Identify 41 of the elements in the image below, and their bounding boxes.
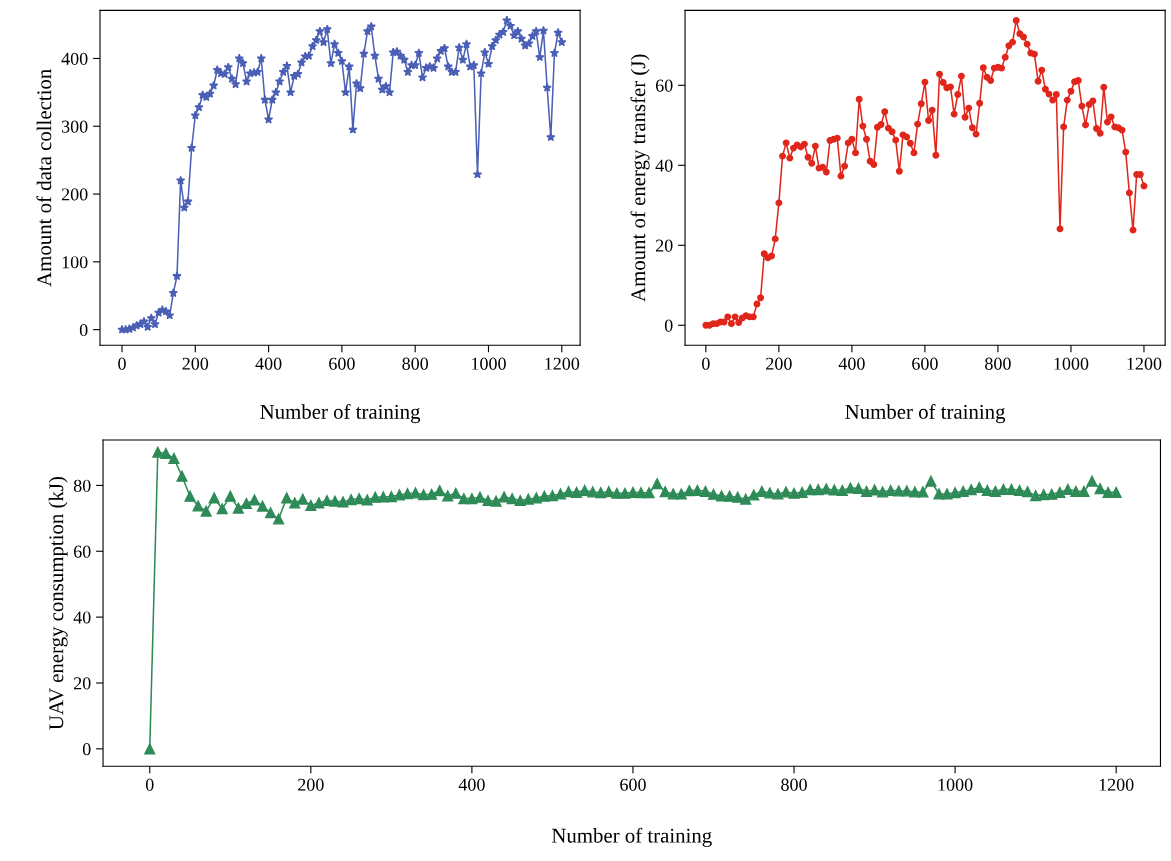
y-tick-label: 20 <box>73 677 91 690</box>
y-tick-label: 20 <box>655 239 673 252</box>
x-tick-label: 200 <box>182 357 209 370</box>
x-tick-label: 600 <box>912 357 938 370</box>
y-tick-label: 200 <box>61 188 88 201</box>
y-axis-title: UAV energy consumption (kJ) <box>48 477 68 730</box>
y-tick-label: 80 <box>73 479 91 492</box>
x-tick-label: 400 <box>458 778 485 791</box>
x-axis-title: Number of training <box>845 404 1006 424</box>
x-tick-label: 1200 <box>545 357 580 370</box>
x-tick-label: 400 <box>838 357 865 370</box>
x-tick-label: 200 <box>298 778 324 791</box>
y-tick-label: 300 <box>61 120 88 133</box>
x-tick-label: 800 <box>985 357 1011 370</box>
x-tick-label: 0 <box>118 357 126 370</box>
y-tick-label: 0 <box>664 319 673 332</box>
y-tick-label: 60 <box>73 545 91 558</box>
x-tick-label: 0 <box>702 357 710 370</box>
x-axis-title: Number of training <box>260 404 421 424</box>
x-tick-label: 1200 <box>1099 778 1134 791</box>
y-tick-label: 40 <box>655 159 673 172</box>
x-tick-label: 800 <box>402 357 429 370</box>
y-tick-label: 100 <box>62 256 88 269</box>
x-tick-label: 600 <box>329 357 355 370</box>
y-tick-label: 60 <box>655 79 673 92</box>
x-tick-label: 1000 <box>938 778 973 791</box>
y-tick-label: 0 <box>82 743 91 756</box>
x-tick-label: 600 <box>620 778 646 791</box>
x-tick-label: 1000 <box>1054 357 1089 370</box>
x-tick-label: 800 <box>781 778 807 791</box>
x-tick-label: 1200 <box>1127 357 1162 370</box>
x-tick-label: 200 <box>766 357 792 370</box>
y-axis-title: Amount of data collection <box>36 69 52 287</box>
y-tick-label: 400 <box>61 52 88 65</box>
x-axis-title: Number of training <box>551 827 712 847</box>
x-tick-label: 1000 <box>472 357 506 370</box>
y-tick-label: 0 <box>79 323 88 337</box>
y-axis-title: Amount of energy transfer (J) <box>630 54 650 302</box>
x-tick-label: 0 <box>145 778 154 791</box>
x-tick-label: 400 <box>255 357 282 370</box>
y-tick-label: 40 <box>73 611 91 624</box>
